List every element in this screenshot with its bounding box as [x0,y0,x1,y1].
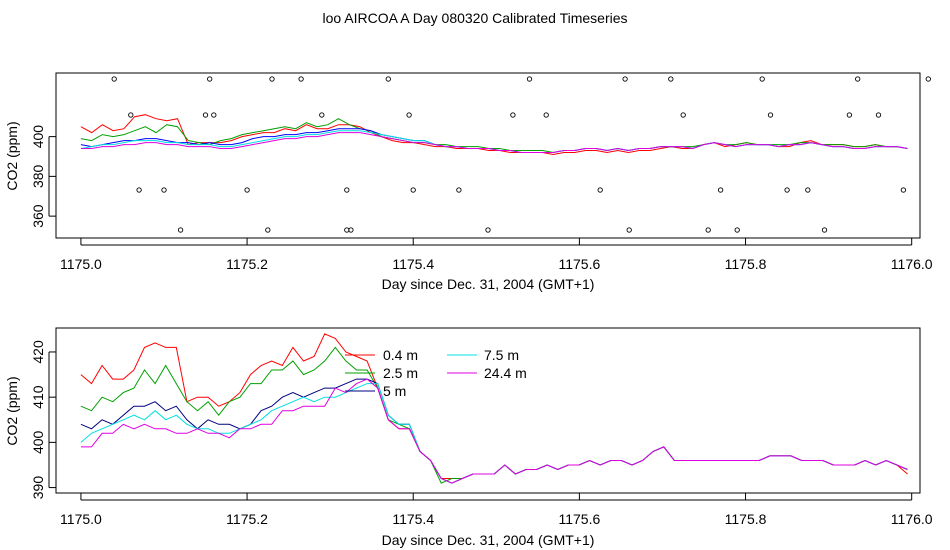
top-marker-31 [734,227,740,233]
top-marker-8 [244,187,250,193]
top-marker-14 [344,187,350,193]
bottom-plot-frame [55,327,921,494]
legend-label-4: 24.4 m [484,365,527,381]
top-marker-38 [855,76,861,82]
top-marker-39 [875,112,882,118]
bottom-y-tick-label-1: 400 [30,430,46,454]
top-marker-21 [510,112,516,118]
top-x-tick-label-1: 1175.2 [226,256,268,272]
top-marker-18 [406,112,412,118]
top-marker-28 [680,112,686,118]
bottom-y-tick-label-0: 390 [30,476,46,500]
top-marker-23 [543,112,549,118]
bottom-series-lines [80,333,908,484]
bottom-y-tick-label-2: 410 [30,385,46,409]
top-marker-34 [767,112,774,118]
top-marker-15 [348,227,354,233]
bottom-y-axis-label: CO2 (ppm) [4,376,20,445]
top-marker-20 [485,227,491,233]
top-marker-9 [269,76,275,82]
top-marker-29 [705,227,711,233]
top-marker-37 [846,112,853,118]
top-marker-35 [805,187,811,193]
top-marker-5 [202,112,209,118]
top-marker-17 [410,187,416,193]
bottom-x-tick-label-1: 1175.2 [226,511,268,527]
top-marker-11 [298,76,304,82]
top-marker-10 [265,227,271,233]
top-marker-4 [177,227,184,233]
top-x-tick-label-2: 1175.4 [392,256,434,272]
top-marker-7 [211,112,217,118]
top-marker-24 [597,187,603,193]
top-marker-22 [526,76,533,82]
top-marker-27 [668,76,674,82]
top-y-tick-label-0: 360 [30,204,46,228]
top-marker-16 [385,76,391,82]
top-marker-33 [784,187,790,193]
top-y-axis: 360 380 400 [30,125,56,228]
top-y-tick-label-1: 380 [30,164,46,188]
top-x-tick-label-3: 1175.6 [558,256,600,272]
top-marker-2 [128,112,134,118]
bottom-series-line-4 [80,378,908,484]
top-marker-0 [111,76,117,82]
top-y-tick-label-2: 400 [30,125,46,149]
legend-label-3: 7.5 m [484,347,519,363]
bottom-panel: 1175.0 1175.2 1175.4 1175.6 1175.8 1176.0 390… [4,327,933,548]
top-marker-32 [759,76,765,82]
bottom-x-axis: 1175.0 1175.2 1175.4 1175.6 1175.8 1176.0 [60,493,933,527]
legend-label-0: 0.4 m [383,347,418,363]
legend-label-2: 5 m [383,383,406,399]
top-marker-30 [717,187,724,193]
bottom-x-tick-label-5: 1176.0 [891,511,933,527]
legend-label-1: 2.5 m [383,365,418,381]
top-marker-36 [821,227,828,233]
top-marker-3 [161,187,167,193]
top-series-line-4 [80,132,908,153]
top-x-tick-label-0: 1175.0 [60,256,102,272]
bottom-y-axis: 390 400 410 420 [30,340,56,499]
bottom-y-tick-label-3: 420 [30,340,46,364]
top-marker-19 [456,187,462,193]
top-series-lines [80,114,908,156]
top-marker-40 [900,187,907,193]
bottom-series-line-3 [80,383,908,484]
top-x-axis: 1175.0 1175.2 1175.4 1175.6 1175.8 1176.0 [60,238,933,272]
top-marker-12 [319,112,325,118]
bottom-x-tick-label-0: 1175.0 [60,511,102,527]
bottom-x-tick-label-2: 1175.4 [392,511,434,527]
top-markers [111,76,931,233]
top-y-axis-label: CO2 (ppm) [4,121,20,190]
bottom-series-line-2 [80,378,908,484]
top-marker-26 [626,227,632,233]
top-x-tick-label-4: 1175.8 [725,256,767,272]
top-marker-41 [925,76,931,82]
bottom-x-axis-label: Day since Dec. 31, 2004 (GMT+1) [382,532,595,548]
bottom-x-tick-label-3: 1175.6 [558,511,600,527]
legend: 0.4 m 2.5 m 5 m 7.5 m 24.4 m [345,347,527,399]
top-panel: 1175.0 1175.2 1175.4 1175.6 1175.8 1176.0 360… [4,72,933,292]
bottom-x-tick-label-4: 1175.8 [725,511,767,527]
top-marker-6 [207,76,213,82]
top-marker-1 [136,187,142,193]
top-marker-25 [622,76,628,82]
chart-title: loo AIRCOA A Day 080320 Calibrated Times… [322,10,628,26]
top-series-line-1 [80,118,908,154]
top-x-axis-label: Day since Dec. 31, 2004 (GMT+1) [382,276,595,292]
top-plot-frame [55,72,921,239]
top-x-tick-label-5: 1176.0 [891,256,933,272]
